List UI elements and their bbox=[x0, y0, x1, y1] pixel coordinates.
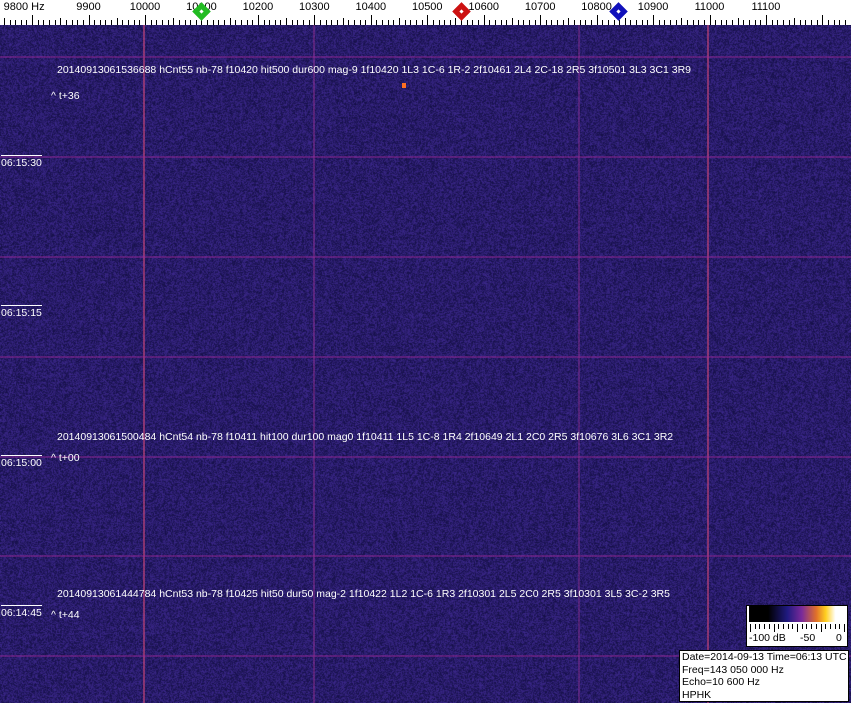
detection-text: 20140913061500484 hCnt54 nb-78 f10411 hi… bbox=[57, 431, 673, 443]
frequency-tick bbox=[4, 18, 5, 25]
frequency-tick bbox=[738, 18, 739, 25]
frequency-tick bbox=[540, 15, 541, 25]
frequency-tick bbox=[625, 18, 626, 25]
colorbar: -100 dB -50 0 bbox=[746, 605, 848, 647]
carrier-line bbox=[143, 25, 145, 703]
colorbar-tick bbox=[778, 624, 779, 629]
time-gridline bbox=[0, 456, 851, 458]
frequency-tick bbox=[286, 18, 287, 25]
frequency-tick bbox=[32, 15, 33, 25]
frequency-tick bbox=[427, 15, 428, 25]
detection-text: 20140913061536688 hCnt55 nb-78 f10420 hi… bbox=[57, 64, 691, 76]
time-label: 06:15:15 bbox=[1, 305, 42, 319]
time-gridline bbox=[0, 256, 851, 258]
frequency-label: 10800 bbox=[581, 1, 612, 13]
frequency-tick bbox=[710, 15, 711, 25]
colorbar-tick bbox=[844, 624, 845, 632]
frequency-tick bbox=[512, 18, 513, 25]
frequency-tick bbox=[145, 15, 146, 25]
colorbar-tick bbox=[769, 624, 770, 629]
frequency-label: 10600 bbox=[468, 1, 499, 13]
station: HPHK bbox=[682, 689, 848, 702]
frequency-tick bbox=[314, 15, 315, 25]
frequency: Freq=143 050 000 Hz bbox=[682, 664, 848, 677]
time-gridline bbox=[0, 156, 851, 158]
carrier-line bbox=[707, 25, 709, 703]
frequency-tick bbox=[60, 18, 61, 25]
colorbar-tick bbox=[759, 624, 760, 629]
meteor-echo bbox=[402, 83, 406, 88]
colorbar-tick bbox=[835, 624, 836, 629]
detection-text: 20140913061444784 hCnt53 nb-78 f10425 hi… bbox=[57, 588, 670, 600]
frequency-tick bbox=[173, 18, 174, 25]
colorbar-tick bbox=[839, 624, 840, 629]
colorbar-tick bbox=[811, 624, 812, 629]
frequency-tick bbox=[230, 18, 231, 25]
frequency-tick bbox=[399, 18, 400, 25]
frequency-tick bbox=[371, 15, 372, 25]
frequency-scale: 9800 Hz990010000101001020010300104001050… bbox=[0, 0, 851, 25]
time-label: 06:15:00 bbox=[1, 455, 42, 469]
time-label: 06:14:45 bbox=[1, 605, 42, 619]
frequency-tick bbox=[117, 18, 118, 25]
colorbar-label: -50 bbox=[800, 632, 815, 644]
colorbar-tick bbox=[797, 624, 798, 632]
colorbar-tick bbox=[825, 624, 826, 629]
colorbar-tick bbox=[788, 624, 789, 629]
colorbar-tick bbox=[806, 624, 807, 629]
date-time: Date=2014-09-13 Time=06:13 UTC bbox=[682, 651, 848, 664]
spectrogram-noise bbox=[0, 25, 851, 703]
colorbar-tick bbox=[830, 624, 831, 629]
colorbar-label: 0 bbox=[836, 632, 842, 644]
colorbar-tick bbox=[816, 624, 817, 629]
colorbar-tick bbox=[755, 624, 756, 629]
frequency-tick bbox=[794, 18, 795, 25]
colorbar-tick bbox=[792, 624, 793, 629]
frequency-label: 10000 bbox=[130, 1, 161, 13]
frequency-tick bbox=[89, 15, 90, 25]
carrier-line bbox=[578, 25, 580, 703]
frequency-label: 11100 bbox=[751, 1, 780, 13]
colorbar-tick bbox=[750, 624, 751, 632]
detection-offset: ^ t+44 bbox=[51, 609, 80, 621]
frequency-label: 10300 bbox=[299, 1, 330, 13]
frequency-label: 10900 bbox=[638, 1, 669, 13]
time-gridline bbox=[0, 555, 851, 557]
spectrogram: 20140913061536688 hCnt55 nb-78 f10420 hi… bbox=[0, 25, 851, 703]
colorbar-tick bbox=[821, 624, 822, 632]
frequency-tick bbox=[822, 15, 823, 25]
frequency-tick bbox=[766, 15, 767, 25]
detection-offset: ^ t+00 bbox=[51, 452, 80, 464]
time-gridline bbox=[0, 356, 851, 358]
time-gridline bbox=[0, 56, 851, 58]
frequency-tick bbox=[484, 15, 485, 25]
colorbar-label: -100 dB bbox=[749, 632, 786, 644]
frequency-label: 9900 bbox=[76, 1, 100, 13]
frequency-tick bbox=[653, 15, 654, 25]
frequency-tick bbox=[258, 15, 259, 25]
colorbar-tick bbox=[783, 624, 784, 629]
detection-offset: ^ t+36 bbox=[51, 90, 80, 102]
frequency-tick bbox=[597, 15, 598, 25]
frequency-label: 10500 bbox=[412, 1, 443, 13]
frequency-label: 10200 bbox=[243, 1, 274, 13]
echo-frequency: Echo=10 600 Hz bbox=[682, 676, 848, 689]
frequency-tick bbox=[455, 18, 456, 25]
frequency-label: 10700 bbox=[525, 1, 556, 13]
info-box: Date=2014-09-13 Time=06:13 UTC Freq=143 … bbox=[679, 650, 849, 702]
frequency-tick bbox=[568, 18, 569, 25]
frequency-label: 10400 bbox=[356, 1, 387, 13]
frequency-label: 11000 bbox=[695, 1, 725, 13]
colorbar-tick bbox=[802, 624, 803, 629]
frequency-tick bbox=[343, 18, 344, 25]
colorbar-gradient bbox=[749, 606, 845, 622]
colorbar-tick bbox=[764, 624, 765, 629]
time-label: 06:15:30 bbox=[1, 155, 42, 169]
frequency-label: 9800 Hz bbox=[4, 1, 45, 13]
frequency-tick bbox=[681, 18, 682, 25]
carrier-line bbox=[313, 25, 315, 703]
colorbar-tick bbox=[774, 624, 775, 632]
